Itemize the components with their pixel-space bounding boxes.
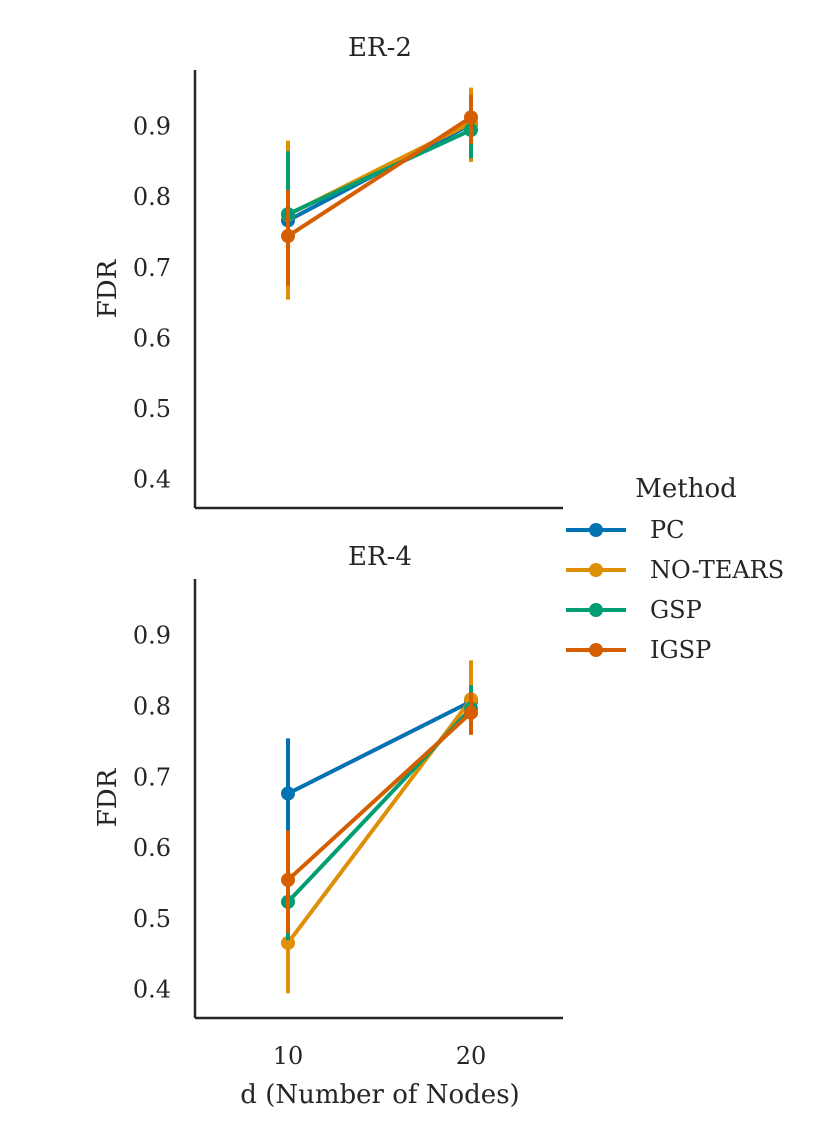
y-tick-label: 0.7 — [133, 254, 171, 282]
series-line — [287, 128, 472, 216]
x-axis-label: d (Number of Nodes) — [240, 1080, 519, 1110]
data-point — [281, 786, 295, 801]
legend: Method PC NO-TEARS GSP IGSP — [566, 474, 784, 664]
legend-item-no-tears: NO-TEARS — [566, 556, 784, 584]
y-tick-label: 0.5 — [133, 395, 171, 423]
series-no-tears — [281, 660, 478, 994]
data-point — [281, 229, 295, 244]
y-tick-label: 0.9 — [133, 113, 171, 141]
data-point — [464, 705, 478, 720]
x-tick-label: 10 — [273, 1042, 304, 1070]
y-tick-label: 0.9 — [133, 622, 171, 650]
legend-title: Method — [635, 474, 737, 504]
legend-swatch-marker — [589, 523, 603, 537]
legend-item-pc: PC — [566, 516, 685, 544]
series-line — [286, 115, 473, 238]
x-tick-label: 20 — [456, 1042, 487, 1070]
legend-swatch-marker — [589, 563, 603, 577]
legend-swatch-marker — [589, 603, 603, 617]
data-point — [281, 872, 295, 887]
legend-items: PC NO-TEARS GSP IGSP — [566, 516, 784, 664]
panel-title-er4: ER-4 — [348, 542, 412, 572]
x-tick-labels: 10 20 — [273, 1042, 487, 1070]
y-tick-labels: 0.4 0.5 0.6 0.7 0.8 0.9 — [133, 113, 171, 494]
series-igsp — [281, 692, 478, 934]
panel-er2: ER-2 FDR 0.4 0.5 0.6 0.7 0.8 0.9 — [93, 33, 563, 510]
y-axis-label: FDR — [93, 767, 123, 827]
panel-title-er2: ER-2 — [348, 33, 412, 63]
series-no-tears — [281, 87, 478, 300]
y-tick-labels: 0.4 0.5 0.6 0.7 0.8 0.9 — [133, 622, 171, 1004]
series-marks — [281, 660, 478, 994]
data-point — [281, 935, 295, 950]
legend-item-gsp: GSP — [566, 596, 702, 624]
legend-label: NO-TEARS — [650, 556, 784, 584]
series-marks — [281, 87, 478, 300]
y-tick-label: 0.8 — [133, 692, 171, 720]
panel-er4: ER-4 FDR 0.4 0.5 0.6 0.7 0.8 0.9 10 20 d (Numb… — [93, 542, 563, 1110]
series-line — [286, 711, 473, 882]
legend-item-igsp: IGSP — [566, 636, 711, 664]
y-axis-label: FDR — [93, 258, 123, 318]
y-tick-label: 0.4 — [133, 976, 171, 1004]
y-tick-label: 0.7 — [133, 763, 171, 791]
series-gsp — [281, 685, 478, 941]
legend-swatch-marker — [589, 643, 603, 657]
y-tick-label: 0.4 — [133, 466, 171, 494]
y-tick-label: 0.6 — [133, 324, 171, 352]
series-igsp — [281, 94, 478, 286]
legend-label: PC — [650, 516, 685, 544]
y-tick-label: 0.5 — [133, 905, 171, 933]
series-line — [287, 699, 472, 796]
legend-label: IGSP — [650, 636, 711, 664]
data-point — [464, 110, 478, 125]
legend-label: GSP — [650, 596, 702, 624]
y-tick-label: 0.6 — [133, 834, 171, 862]
y-tick-label: 0.8 — [133, 183, 171, 211]
